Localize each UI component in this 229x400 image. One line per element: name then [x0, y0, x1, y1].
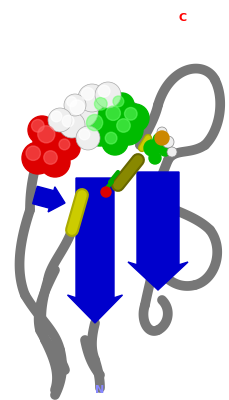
- Circle shape: [156, 127, 166, 137]
- Circle shape: [78, 84, 106, 112]
- FancyArrow shape: [128, 172, 187, 290]
- Circle shape: [98, 85, 109, 97]
- Circle shape: [79, 129, 89, 140]
- Circle shape: [66, 97, 76, 107]
- Circle shape: [152, 133, 166, 147]
- Circle shape: [70, 100, 84, 114]
- Circle shape: [101, 187, 111, 197]
- Circle shape: [64, 94, 86, 116]
- Circle shape: [62, 115, 74, 127]
- Circle shape: [59, 139, 69, 150]
- Circle shape: [38, 126, 55, 143]
- Circle shape: [82, 110, 117, 146]
- FancyArrow shape: [67, 178, 122, 323]
- Circle shape: [22, 142, 54, 174]
- Circle shape: [76, 126, 100, 150]
- Circle shape: [143, 140, 159, 156]
- Circle shape: [59, 112, 85, 138]
- Circle shape: [112, 96, 123, 107]
- Circle shape: [148, 152, 160, 164]
- Circle shape: [95, 82, 120, 108]
- Text: C: C: [178, 13, 186, 23]
- Circle shape: [91, 94, 118, 122]
- Circle shape: [44, 151, 57, 164]
- Circle shape: [26, 146, 40, 160]
- Circle shape: [166, 147, 176, 157]
- Circle shape: [120, 104, 148, 132]
- Circle shape: [124, 108, 136, 120]
- Circle shape: [116, 119, 130, 132]
- FancyArrow shape: [33, 186, 65, 212]
- Circle shape: [51, 111, 62, 122]
- Circle shape: [94, 98, 107, 110]
- Circle shape: [66, 96, 98, 128]
- Circle shape: [81, 88, 94, 100]
- Text: N: N: [95, 385, 104, 395]
- Circle shape: [112, 115, 142, 145]
- Circle shape: [101, 102, 134, 134]
- Circle shape: [105, 132, 116, 144]
- Circle shape: [161, 136, 173, 148]
- Circle shape: [31, 120, 44, 132]
- Circle shape: [33, 121, 71, 159]
- Circle shape: [40, 147, 70, 177]
- Circle shape: [56, 136, 80, 160]
- Circle shape: [109, 93, 134, 117]
- Circle shape: [86, 114, 102, 131]
- Circle shape: [106, 106, 120, 120]
- Circle shape: [28, 116, 56, 144]
- Circle shape: [158, 144, 170, 156]
- Circle shape: [154, 131, 168, 145]
- Circle shape: [101, 129, 128, 155]
- Circle shape: [48, 108, 72, 132]
